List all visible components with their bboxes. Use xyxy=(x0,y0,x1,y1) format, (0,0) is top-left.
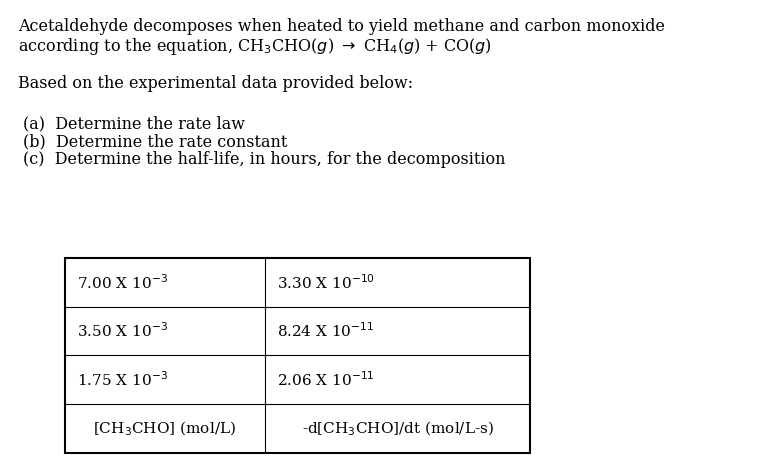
Text: (b)  Determine the rate constant: (b) Determine the rate constant xyxy=(23,133,288,150)
Text: 1.75 X 10$^{-3}$: 1.75 X 10$^{-3}$ xyxy=(77,371,168,389)
Text: (a)  Determine the rate law: (a) Determine the rate law xyxy=(23,115,245,132)
Text: Based on the experimental data provided below:: Based on the experimental data provided … xyxy=(18,75,413,92)
Text: according to the equation, CH$_3$CHO($g$) $\rightarrow$ CH$_4$($g$) + CO($g$): according to the equation, CH$_3$CHO($g$… xyxy=(18,36,492,57)
Text: 7.00 X 10$^{-3}$: 7.00 X 10$^{-3}$ xyxy=(77,273,168,292)
Text: Acetaldehyde decomposes when heated to yield methane and carbon monoxide: Acetaldehyde decomposes when heated to y… xyxy=(18,18,665,35)
Text: 2.06 X 10$^{-11}$: 2.06 X 10$^{-11}$ xyxy=(277,371,375,389)
Text: 3.30 X 10$^{-10}$: 3.30 X 10$^{-10}$ xyxy=(277,273,375,292)
Text: 8.24 X 10$^{-11}$: 8.24 X 10$^{-11}$ xyxy=(277,322,375,340)
Text: (c)  Determine the half-life, in hours, for the decomposition: (c) Determine the half-life, in hours, f… xyxy=(23,151,505,168)
Bar xyxy=(65,258,530,453)
Text: 3.50 X 10$^{-3}$: 3.50 X 10$^{-3}$ xyxy=(77,322,168,340)
Text: -d[CH$_3$CHO]/dt (mol/L-s): -d[CH$_3$CHO]/dt (mol/L-s) xyxy=(301,419,494,438)
Text: [CH$_3$CHO] (mol/L): [CH$_3$CHO] (mol/L) xyxy=(94,419,237,438)
